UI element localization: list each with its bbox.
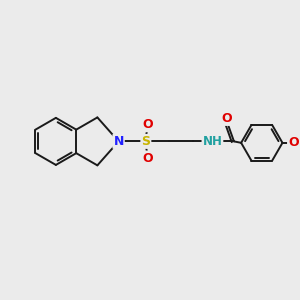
Text: O: O — [288, 136, 299, 149]
Text: O: O — [142, 118, 153, 131]
Text: NH: NH — [202, 135, 222, 148]
Text: S: S — [141, 135, 150, 148]
Text: O: O — [221, 112, 232, 125]
Text: O: O — [142, 152, 153, 164]
Text: N: N — [113, 135, 124, 148]
